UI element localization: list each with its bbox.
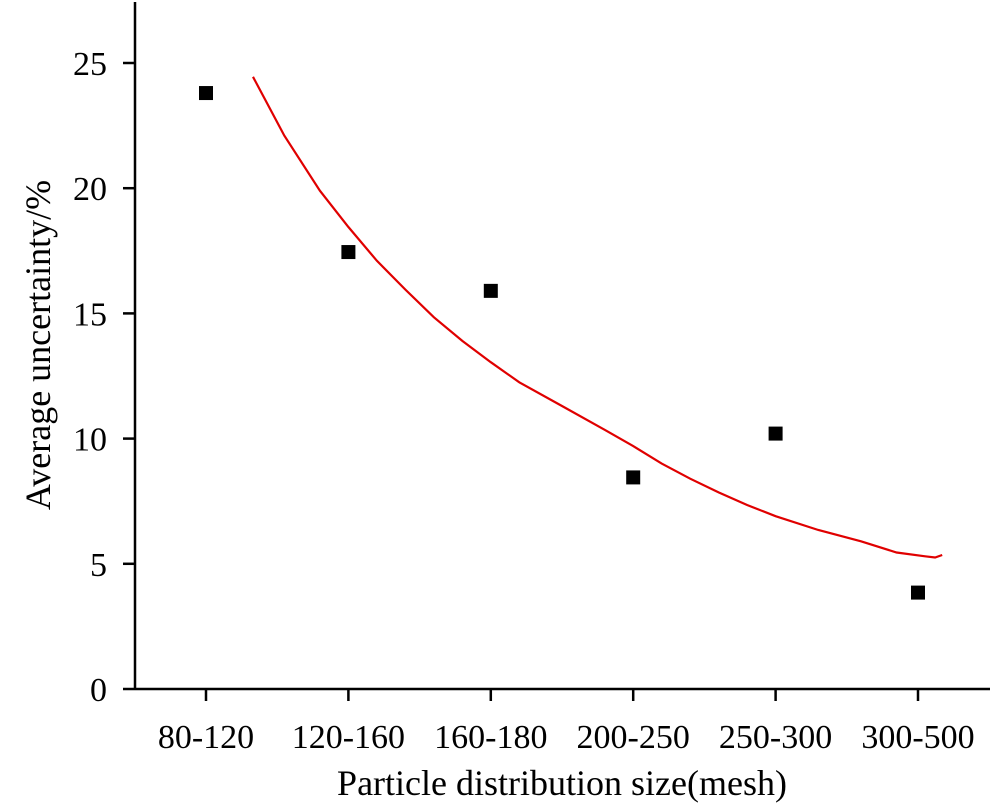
data-point (768, 426, 783, 441)
fit-curve (252, 76, 943, 559)
y-tick-label: 20 (73, 171, 107, 208)
data-point (626, 470, 641, 485)
x-tick-label: 120-160 (292, 719, 405, 756)
y-ticks: 0 5 10 15 20 25 (73, 46, 135, 709)
data-point (911, 585, 925, 600)
x-tick-label: 300-500 (861, 719, 974, 756)
y-tick-label: 5 (90, 547, 107, 584)
y-axis-title: Average uncertainty/% (18, 180, 58, 510)
y-tick-label: 15 (73, 296, 107, 333)
x-tick-label: 250-300 (719, 719, 832, 756)
x-tick-label: 160-180 (434, 719, 547, 756)
data-point (341, 245, 356, 260)
data-point (199, 86, 213, 101)
y-tick-label: 10 (73, 422, 107, 459)
data-points (199, 86, 925, 600)
y-tick-label: 0 (90, 672, 107, 709)
axes (133, 2, 990, 691)
data-point (483, 283, 498, 298)
x-axis-title: Particle distribution size(mesh) (337, 763, 787, 803)
x-tick-label: 200-250 (577, 719, 690, 756)
x-tick-label: 80-120 (158, 719, 254, 756)
x-ticks: 80-120 120-160 160-180 200-250 250-300 300-50… (158, 689, 975, 756)
y-tick-label: 25 (73, 46, 107, 83)
